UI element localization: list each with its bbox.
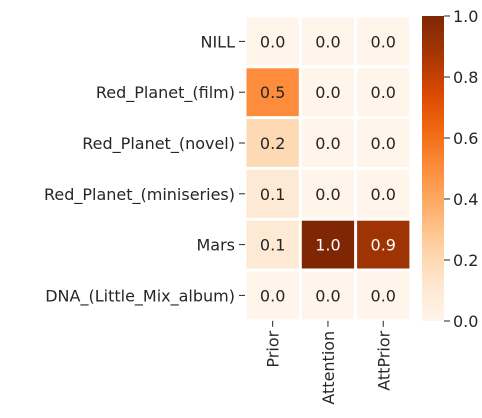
colorbar-tick-label: 0.0 [453, 312, 478, 331]
colorbar-tick-label: 1.0 [453, 7, 478, 26]
heatmap-cell [246, 220, 299, 269]
column-labels: Prior Attention AttPrior [264, 320, 393, 405]
row-label: Red_Planet_(film) [96, 83, 235, 103]
heatmap-cell [246, 17, 299, 66]
heatmap-cells: 0.0 0.0 0.0 0.5 0.0 0.0 0.2 0.0 0.0 0.1 0.0 0.0 0.1 1… [246, 17, 410, 320]
cell-value-label: 0.0 [260, 286, 285, 305]
heatmap-cell [301, 220, 355, 269]
cell-value-label: 0.1 [260, 185, 285, 204]
heatmap-cell [301, 119, 355, 167]
cell-value-label: 0.0 [315, 32, 340, 51]
colorbar: 0.0 0.2 0.4 0.6 0.8 1.0 [422, 7, 478, 331]
column-label: Attention [319, 331, 338, 405]
cell-value-label: 0.0 [371, 83, 396, 102]
colorbar-tick-label: 0.8 [453, 68, 478, 87]
cell-value-label: 0.0 [371, 134, 396, 153]
cell-value-label: 0.0 [371, 32, 396, 51]
heatmap-cell [357, 17, 410, 66]
colorbar-tick-label: 0.2 [453, 251, 478, 270]
row-label: Red_Planet_(novel) [82, 134, 235, 154]
cell-value-label: 0.0 [260, 32, 285, 51]
heatmap-cell [301, 17, 355, 66]
cell-value-label: 0.1 [260, 236, 285, 255]
cell-value-label: 0.5 [260, 83, 285, 102]
colorbar-gradient [422, 16, 444, 321]
heatmap-cell [301, 169, 355, 218]
cell-value-label: 0.0 [315, 286, 340, 305]
row-labels: NILL Red_Planet_(film) Red_Planet_(novel) R… [44, 32, 245, 306]
heatmap-cell [246, 68, 299, 117]
row-label: Mars [196, 236, 235, 255]
heatmap-cell [246, 169, 299, 218]
cell-value-label: 0.0 [315, 185, 340, 204]
heatmap-cell [246, 271, 299, 320]
cell-value-label: 0.0 [371, 286, 396, 305]
column-label: Prior [264, 330, 283, 367]
heatmap-cell [301, 68, 355, 117]
cell-value-label: 0.2 [260, 134, 285, 153]
heatmap-cell [357, 169, 410, 218]
heatmap-cell [357, 68, 410, 117]
colorbar-tick-label: 0.4 [453, 190, 478, 209]
heatmap-cell [301, 271, 355, 320]
heatmap-cell [357, 220, 410, 269]
cell-value-label: 0.0 [371, 185, 396, 204]
colorbar-tick-label: 0.6 [453, 129, 478, 148]
heatmap-cell [357, 271, 410, 320]
heatmap-cell [357, 119, 410, 167]
cell-value-label: 1.0 [315, 236, 340, 255]
heatmap-cell [246, 119, 299, 167]
row-label: DNA_(Little_Mix_album) [45, 286, 235, 306]
row-label: NILL [200, 32, 235, 51]
cell-value-label: 0.0 [315, 83, 340, 102]
cell-value-label: 0.9 [371, 236, 396, 255]
column-label: AttPrior [374, 330, 393, 390]
row-label: Red_Planet_(miniseries) [44, 185, 235, 205]
cell-value-label: 0.0 [315, 134, 340, 153]
